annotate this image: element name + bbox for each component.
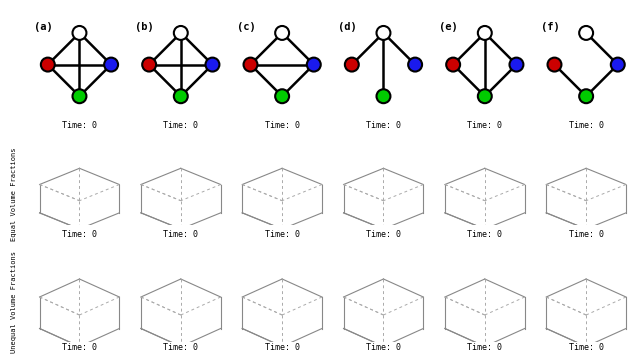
Text: Time: 0: Time: 0 (62, 230, 97, 239)
Text: (d): (d) (338, 22, 356, 32)
Text: Time: 0: Time: 0 (366, 230, 401, 239)
Circle shape (244, 58, 257, 72)
Circle shape (72, 89, 86, 103)
Circle shape (142, 58, 156, 72)
Text: Time: 0: Time: 0 (467, 121, 502, 130)
Circle shape (174, 26, 188, 40)
Text: Time: 0: Time: 0 (568, 121, 604, 130)
Circle shape (376, 89, 390, 103)
Circle shape (345, 58, 359, 72)
Text: Time: 0: Time: 0 (467, 230, 502, 239)
Circle shape (275, 89, 289, 103)
Text: Time: 0: Time: 0 (163, 343, 198, 352)
Text: Time: 0: Time: 0 (366, 343, 401, 352)
Circle shape (104, 58, 118, 72)
Circle shape (307, 58, 321, 72)
Text: (b): (b) (135, 22, 154, 32)
Circle shape (446, 58, 460, 72)
Text: Unequal Volume Fractions: Unequal Volume Fractions (12, 251, 17, 354)
Text: Time: 0: Time: 0 (62, 121, 97, 130)
Circle shape (509, 58, 524, 72)
Text: Time: 0: Time: 0 (264, 230, 300, 239)
Circle shape (408, 58, 422, 72)
Circle shape (579, 26, 593, 40)
Text: Time: 0: Time: 0 (264, 121, 300, 130)
Text: Time: 0: Time: 0 (568, 343, 604, 352)
Circle shape (275, 26, 289, 40)
Circle shape (611, 58, 625, 72)
Circle shape (376, 26, 390, 40)
Text: Time: 0: Time: 0 (163, 121, 198, 130)
Circle shape (579, 89, 593, 103)
Text: (f): (f) (541, 22, 559, 32)
Circle shape (174, 89, 188, 103)
Text: Time: 0: Time: 0 (264, 343, 300, 352)
Text: Time: 0: Time: 0 (62, 343, 97, 352)
Text: Time: 0: Time: 0 (568, 230, 604, 239)
Text: (e): (e) (439, 22, 458, 32)
Text: Time: 0: Time: 0 (163, 230, 198, 239)
Circle shape (478, 89, 492, 103)
Circle shape (41, 58, 55, 72)
Circle shape (478, 26, 492, 40)
Circle shape (205, 58, 220, 72)
Text: Equal Volume Fractions: Equal Volume Fractions (12, 148, 17, 241)
Text: Time: 0: Time: 0 (467, 343, 502, 352)
Circle shape (548, 58, 561, 72)
Circle shape (72, 26, 86, 40)
Text: Time: 0: Time: 0 (366, 121, 401, 130)
Text: (c): (c) (237, 22, 255, 32)
Text: (a): (a) (34, 22, 52, 32)
